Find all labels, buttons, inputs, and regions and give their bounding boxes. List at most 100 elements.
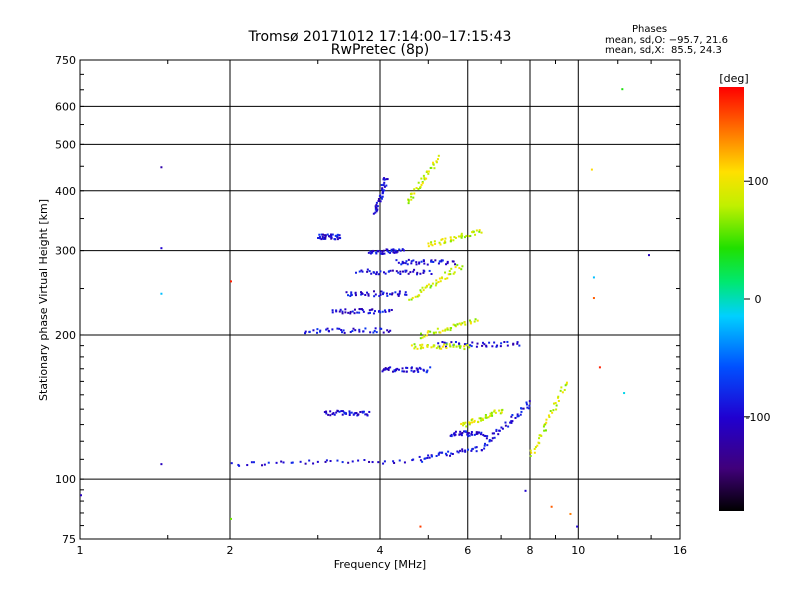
data-point [348, 414, 351, 417]
data-point [326, 233, 329, 236]
data-point [375, 203, 378, 206]
data-point [434, 331, 437, 334]
colorbar-ticks: 100 0 -100 [744, 175, 770, 424]
data-point [422, 369, 425, 372]
data-point [435, 161, 438, 164]
data-point [417, 188, 420, 191]
data-point [477, 421, 480, 424]
data-point [445, 342, 448, 345]
data-point [379, 293, 382, 296]
data-point [282, 461, 285, 464]
data-point [430, 260, 433, 263]
data-point [349, 331, 352, 334]
data-point [447, 273, 450, 276]
data-point [389, 329, 392, 332]
data-point [419, 459, 422, 462]
data-point [384, 368, 387, 371]
data-point [368, 309, 371, 312]
data-point [394, 249, 397, 252]
data-point [379, 270, 382, 273]
data-point [420, 345, 423, 348]
data-point [506, 340, 509, 343]
data-point [374, 211, 377, 214]
data-point [333, 413, 336, 416]
data-point [503, 340, 506, 343]
data-point [522, 407, 525, 410]
data-point [321, 233, 324, 236]
data-point [373, 295, 376, 298]
data-point [434, 284, 437, 287]
data-point [432, 261, 435, 264]
data-point [419, 272, 422, 275]
data-point [426, 263, 429, 266]
data-point [540, 434, 543, 437]
data-point [384, 310, 387, 313]
data-point [569, 512, 572, 515]
data-point [383, 309, 386, 312]
data-point [381, 252, 384, 255]
data-point [304, 332, 307, 335]
data-point [452, 239, 455, 242]
data-point [383, 252, 386, 255]
data-point [488, 438, 491, 441]
data-point [324, 235, 327, 238]
data-point [444, 271, 447, 274]
data-point [647, 254, 650, 257]
data-point [475, 229, 478, 232]
data-point [340, 329, 343, 332]
data-point [465, 234, 468, 237]
data-point [483, 434, 486, 437]
data-point [418, 261, 421, 264]
data-point [434, 242, 437, 245]
data-point [432, 163, 435, 166]
data-point [381, 188, 384, 191]
data-point [426, 331, 429, 334]
data-point [464, 323, 467, 326]
data-point [398, 292, 401, 295]
data-point [404, 291, 407, 294]
data-point [386, 178, 389, 181]
data-point [387, 330, 390, 333]
data-point [416, 271, 419, 274]
data-point [393, 370, 396, 373]
data-point [349, 310, 352, 313]
data-point [361, 292, 364, 295]
data-point [375, 201, 378, 204]
data-point [425, 371, 428, 374]
chart-title: Tromsø 20171012 17:14:00–17:15:43 [248, 29, 512, 45]
data-point [425, 334, 428, 337]
data-point [565, 381, 568, 384]
data-point [312, 329, 315, 332]
data-point [491, 414, 494, 417]
data-point [375, 271, 378, 274]
data-point [454, 236, 457, 239]
data-point [448, 343, 451, 346]
data-point [480, 449, 483, 452]
data-point [441, 451, 444, 454]
data-point [444, 241, 447, 244]
data-point [364, 413, 367, 416]
data-point [493, 410, 496, 413]
data-point [413, 347, 416, 350]
data-point [437, 345, 440, 348]
data-point [448, 270, 451, 273]
data-point [230, 517, 232, 520]
data-point [382, 183, 385, 186]
data-point [338, 310, 341, 313]
data-point [412, 458, 415, 461]
data-point [416, 295, 419, 298]
data-point [449, 240, 452, 243]
data-point [355, 411, 358, 414]
data-point [401, 262, 404, 265]
data-point [422, 289, 425, 292]
x-tick-label: 2 [227, 544, 234, 557]
data-point [439, 331, 442, 334]
data-point [461, 448, 464, 451]
data-point [380, 184, 383, 187]
data-point [453, 434, 456, 437]
data-point [425, 284, 428, 287]
data-point [335, 411, 338, 414]
data-point [463, 345, 466, 348]
data-point [360, 269, 363, 272]
data-point [325, 410, 328, 413]
